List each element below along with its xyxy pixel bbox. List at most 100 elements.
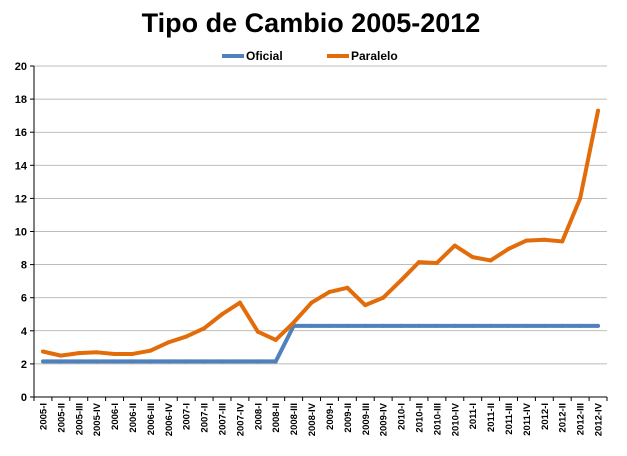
y-tick-label-0: 0 [21, 392, 27, 404]
legend: Oficial Paralelo [222, 49, 398, 63]
axes [33, 66, 607, 398]
y-tick-label-16: 16 [15, 127, 27, 139]
data-point-paralelo-2006-III [148, 348, 153, 353]
y-tick-label-2: 2 [21, 359, 27, 371]
data-point-oficial-2006-I [112, 359, 117, 364]
data-point-paralelo-2010-IV [452, 243, 457, 248]
data-point-oficial-2012-II [560, 323, 565, 328]
data-point-paralelo-2009-IV [381, 295, 386, 300]
legend-label-paralelo: Paralelo [351, 49, 398, 63]
data-point-oficial-2012-I [542, 323, 547, 328]
data-point-oficial-2007-II [202, 359, 207, 364]
x-tick-label-2008-I: 2008-I [253, 403, 264, 430]
data-point-paralelo-2007-II [202, 326, 207, 331]
data-point-paralelo-2010-III [434, 260, 439, 265]
data-point-paralelo-2009-I [327, 289, 332, 294]
data-point-oficial-2011-III [506, 323, 511, 328]
y-tick-label-6: 6 [21, 293, 27, 305]
data-point-oficial-2007-I [184, 359, 189, 364]
x-axis-ticks: 2005-I 2005-II 2005-III 2005-IV 2006-I 2006-I… [33, 397, 608, 436]
x-tick-label-2005-III: 2005-III [74, 403, 85, 435]
y-tick-label-8: 8 [21, 260, 27, 272]
data-point-paralelo-2012-IV [596, 108, 601, 113]
x-tick-label-2008-IV: 2008-IV [307, 402, 318, 436]
data-point-oficial-2008-I [255, 359, 260, 364]
x-tick-label-2009-II: 2009-II [343, 403, 354, 433]
x-tick-label-2011-III: 2011-III [504, 403, 515, 435]
x-tick-label-2009-I: 2009-I [325, 403, 336, 430]
x-tick-label-2006-III: 2006-III [146, 403, 157, 435]
data-point-oficial-2006-III [148, 359, 153, 364]
data-point-paralelo-2011-IV [524, 238, 529, 243]
x-tick-label-2007-I: 2007-I [182, 403, 193, 430]
data-point-paralelo-2006-IV [166, 340, 171, 345]
data-point-paralelo-2008-II [273, 337, 278, 342]
x-tick-label-2008-III: 2008-III [289, 403, 300, 435]
data-point-paralelo-2005-I [40, 349, 45, 354]
y-tick-label-10: 10 [15, 227, 27, 239]
x-tick-label-2011-II: 2011-II [486, 403, 497, 432]
data-point-oficial-2005-I [40, 359, 45, 364]
x-tick-label-2012-IV: 2012-IV [594, 402, 605, 436]
x-tick-label-2009-IV: 2009-IV [379, 402, 390, 436]
data-point-paralelo-2008-III [291, 320, 296, 325]
y-tick-label-12: 12 [15, 193, 27, 205]
data-point-oficial-2009-III [363, 323, 368, 328]
data-point-oficial-2008-II [273, 359, 278, 364]
x-tick-label-2009-III: 2009-III [361, 403, 372, 435]
data-point-paralelo-2012-III [578, 196, 583, 201]
x-tick-label-2007-IV: 2007-IV [235, 402, 246, 436]
x-tick-label-2010-I: 2010-I [397, 403, 408, 430]
series-line-paralelo [42, 110, 601, 358]
data-point-oficial-2005-III [76, 359, 81, 364]
data-point-oficial-2010-III [434, 323, 439, 328]
data-point-paralelo-2007-I [184, 334, 189, 339]
data-point-oficial-2009-I [327, 323, 332, 328]
data-point-oficial-2012-IV [596, 323, 601, 328]
x-tick-label-2007-III: 2007-III [218, 403, 229, 435]
data-point-paralelo-2010-II [416, 260, 421, 265]
data-point-paralelo-2005-II [58, 353, 63, 358]
data-point-oficial-2010-II [416, 323, 421, 328]
data-point-paralelo-2009-III [363, 303, 368, 308]
x-tick-label-2006-II: 2006-II [128, 403, 139, 433]
data-point-paralelo-2012-II [560, 239, 565, 244]
data-point-paralelo-2012-I [542, 237, 547, 242]
data-point-paralelo-2006-I [112, 351, 117, 356]
data-point-paralelo-2006-II [130, 351, 135, 356]
data-point-paralelo-2007-III [220, 312, 225, 317]
x-tick-label-2012-I: 2012-I [540, 403, 551, 430]
data-point-oficial-2011-II [488, 323, 493, 328]
data-point-oficial-2007-IV [237, 359, 242, 364]
data-point-oficial-2010-IV [452, 323, 457, 328]
y-tick-label-20: 20 [15, 61, 27, 73]
x-tick-label-2012-II: 2012-II [558, 403, 569, 433]
x-tick-label-2010-IV: 2010-IV [450, 402, 461, 436]
chart-title: Tipo de Cambio 2005-2012 [142, 8, 481, 38]
x-tick-label-2011-I: 2011-I [468, 403, 479, 429]
data-point-oficial-2007-III [220, 359, 225, 364]
y-axis-ticks: 0 2 4 6 8 10 12 14 16 18 20 [15, 61, 34, 404]
x-tick-label-2010-III: 2010-III [432, 403, 443, 435]
data-point-oficial-2011-I [470, 323, 475, 328]
data-point-paralelo-2010-I [399, 278, 404, 283]
data-point-oficial-2009-IV [381, 323, 386, 328]
data-point-paralelo-2011-III [506, 246, 511, 251]
data-point-oficial-2009-II [345, 323, 350, 328]
data-point-oficial-2012-III [578, 323, 583, 328]
x-tick-label-2010-II: 2010-II [414, 403, 425, 433]
data-point-paralelo-2009-II [345, 285, 350, 290]
data-point-paralelo-2011-I [470, 255, 475, 260]
x-tick-label-2005-II: 2005-II [56, 403, 67, 433]
data-point-paralelo-2005-III [76, 351, 81, 356]
y-tick-label-18: 18 [15, 94, 27, 106]
data-point-oficial-2006-II [130, 359, 135, 364]
data-point-paralelo-2008-IV [309, 300, 314, 305]
series [40, 108, 601, 364]
x-tick-label-2005-IV: 2005-IV [92, 402, 103, 436]
gridlines [34, 65, 607, 365]
data-point-oficial-2008-IV [309, 323, 314, 328]
data-point-oficial-2005-IV [94, 359, 99, 364]
x-tick-label-2008-II: 2008-II [271, 403, 282, 433]
